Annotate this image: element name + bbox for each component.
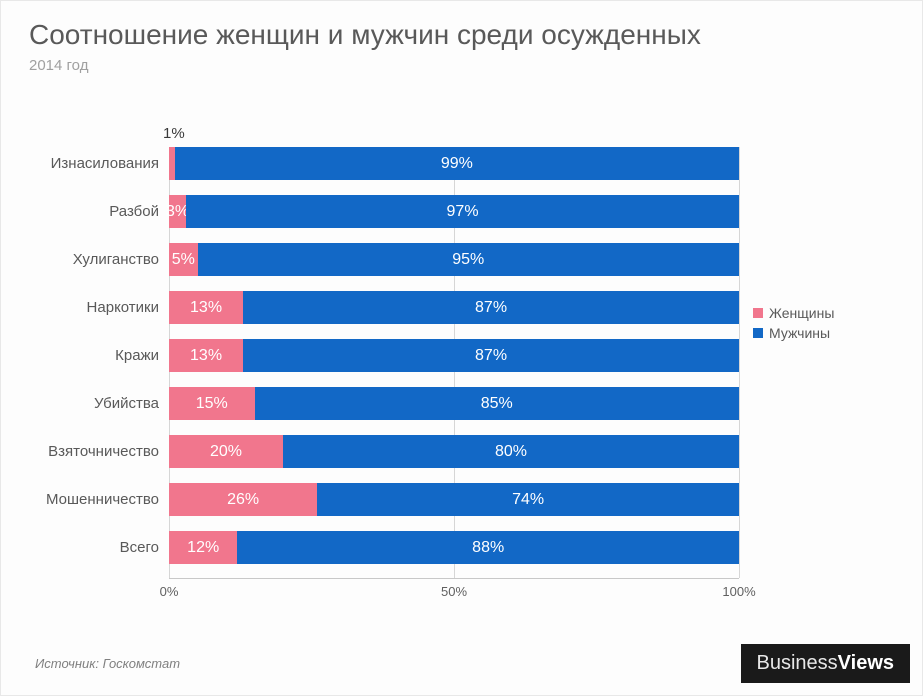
category-label: Кражи <box>115 339 159 372</box>
bar-segment: 13% <box>169 339 243 372</box>
chart-container: 0%50%100%Изнасилования99%Разбой3%97%Хули… <box>33 111 893 611</box>
category-label: Изнасилования <box>51 147 159 180</box>
bar-segment: 12% <box>169 531 237 564</box>
gridline <box>739 147 740 578</box>
legend-swatch <box>753 328 763 338</box>
legend-swatch <box>753 308 763 318</box>
bar-segment: 5% <box>169 243 198 276</box>
bar-segment: 26% <box>169 483 317 516</box>
bar-segment: 97% <box>186 195 739 228</box>
category-label: Разбой <box>109 195 159 228</box>
chart-subtitle: 2014 год <box>1 51 922 74</box>
bar-row: Изнасилования99% <box>169 147 739 180</box>
bar-segment: 95% <box>198 243 740 276</box>
x-tick-label: 0% <box>160 584 179 599</box>
category-label: Хулиганство <box>73 243 159 276</box>
category-label: Мошенничество <box>46 483 159 516</box>
bar-row: Всего12%88% <box>169 531 739 564</box>
bar-row: Взяточничество20%80% <box>169 435 739 468</box>
bar-row: Хулиганство5%95% <box>169 243 739 276</box>
bar-segment: 87% <box>243 291 739 324</box>
x-tick-label: 50% <box>441 584 467 599</box>
external-value-label: 1% <box>163 125 185 142</box>
category-label: Взяточничество <box>48 435 159 468</box>
legend-label: Мужчины <box>769 325 830 341</box>
legend: Женщины Мужчины <box>753 301 834 345</box>
category-label: Убийства <box>94 387 159 420</box>
bar-row: Убийства15%85% <box>169 387 739 420</box>
bar-segment: 85% <box>255 387 740 420</box>
bar-segment: 99% <box>175 147 739 180</box>
logo-part1: Business <box>757 652 838 674</box>
bar-segment: 15% <box>169 387 255 420</box>
bar-row: Мошенничество26%74% <box>169 483 739 516</box>
logo-part2: Views <box>838 652 894 674</box>
legend-item: Мужчины <box>753 325 834 341</box>
bar-row: Разбой3%97% <box>169 195 739 228</box>
chart-title: Соотношение женщин и мужчин среди осужде… <box>1 1 922 51</box>
bar-segment: 88% <box>237 531 739 564</box>
bar-segment: 20% <box>169 435 283 468</box>
businessviews-logo: BusinessViews <box>741 644 911 683</box>
bar-segment: 3% <box>169 195 186 228</box>
category-label: Наркотики <box>87 291 159 324</box>
bar-segment: 74% <box>317 483 739 516</box>
source-citation: Источник: Госкомстат <box>35 656 180 671</box>
legend-label: Женщины <box>769 305 834 321</box>
x-tick-label: 100% <box>722 584 755 599</box>
bar-row: Наркотики13%87% <box>169 291 739 324</box>
bar-row: Кражи13%87% <box>169 339 739 372</box>
plot-area: 0%50%100%Изнасилования99%Разбой3%97%Хули… <box>169 147 739 579</box>
legend-item: Женщины <box>753 305 834 321</box>
bar-segment: 80% <box>283 435 739 468</box>
category-label: Всего <box>120 531 159 564</box>
bar-segment: 13% <box>169 291 243 324</box>
bar-segment: 87% <box>243 339 739 372</box>
